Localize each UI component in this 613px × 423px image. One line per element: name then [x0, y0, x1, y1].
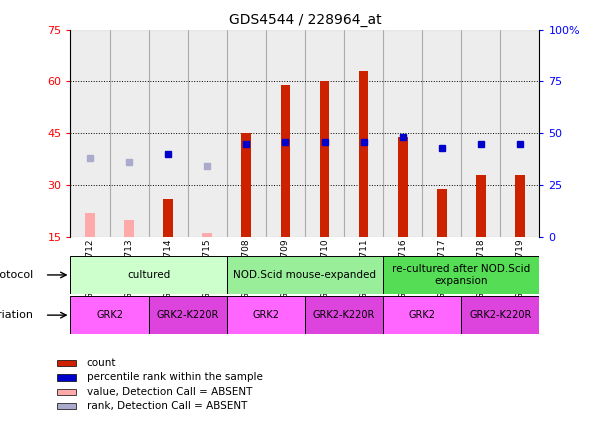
Bar [188, 30, 227, 237]
Bar [319, 81, 329, 237]
Bar [242, 133, 251, 237]
Text: re-cultured after NOD.Scid
expansion: re-cultured after NOD.Scid expansion [392, 264, 530, 286]
Text: GRK2-K220R: GRK2-K220R [313, 310, 375, 320]
Bar [227, 256, 383, 294]
Bar [398, 137, 408, 237]
Bar [227, 296, 305, 334]
Bar [70, 30, 110, 237]
Bar [462, 30, 500, 237]
Bar [202, 233, 212, 237]
Bar [305, 30, 344, 237]
Text: percentile rank within the sample: percentile rank within the sample [87, 372, 263, 382]
Bar [383, 30, 422, 237]
Bar [515, 175, 525, 237]
Bar [344, 30, 383, 237]
Bar [359, 71, 368, 237]
Text: value, Detection Call = ABSENT: value, Detection Call = ABSENT [87, 387, 252, 397]
Text: GRK2-K220R: GRK2-K220R [469, 310, 531, 320]
Bar [57, 360, 76, 366]
Title: GDS4544 / 228964_at: GDS4544 / 228964_at [229, 13, 381, 27]
Bar [110, 30, 149, 237]
Bar [57, 374, 76, 381]
Bar [227, 30, 266, 237]
Text: protocol: protocol [0, 270, 33, 280]
Text: GRK2: GRK2 [409, 310, 436, 320]
Bar [124, 220, 134, 237]
Text: count: count [87, 358, 116, 368]
Bar [163, 199, 173, 237]
Bar [437, 189, 447, 237]
Text: GRK2: GRK2 [96, 310, 123, 320]
Bar [305, 296, 383, 334]
Text: GRK2-K220R: GRK2-K220R [156, 310, 219, 320]
Bar [462, 296, 539, 334]
Text: genotype/variation: genotype/variation [0, 310, 33, 320]
Text: cultured: cultured [127, 270, 170, 280]
Bar [57, 403, 76, 409]
Bar [476, 175, 485, 237]
Bar [149, 30, 188, 237]
Bar [500, 30, 539, 237]
Bar [422, 30, 462, 237]
Bar [266, 30, 305, 237]
Bar [149, 296, 227, 334]
Bar [383, 296, 462, 334]
Bar [281, 85, 291, 237]
Bar [70, 256, 227, 294]
Bar [70, 296, 149, 334]
Bar [383, 256, 539, 294]
Text: NOD.Scid mouse-expanded: NOD.Scid mouse-expanded [234, 270, 376, 280]
Bar [57, 389, 76, 395]
Text: rank, Detection Call = ABSENT: rank, Detection Call = ABSENT [87, 401, 247, 411]
Bar [85, 213, 95, 237]
Text: GRK2: GRK2 [253, 310, 280, 320]
